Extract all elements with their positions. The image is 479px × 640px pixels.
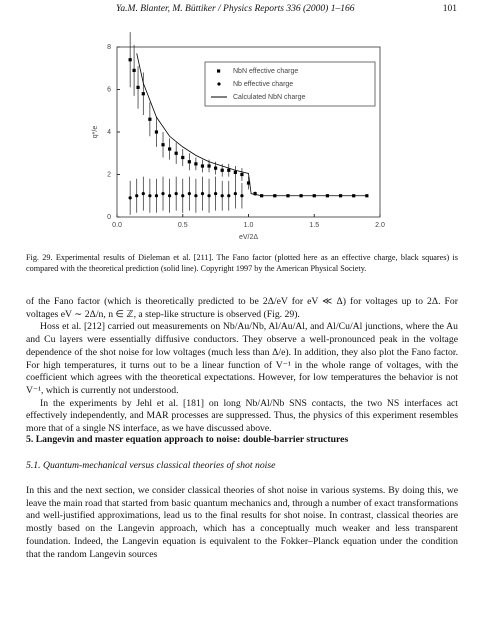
data-point	[128, 196, 132, 200]
data-point	[200, 164, 205, 168]
body: of the Fano factor (which is theoretical…	[26, 296, 458, 436]
data-point	[135, 194, 139, 198]
x-tick-label: 2.0	[375, 222, 385, 229]
data-point	[253, 192, 257, 196]
data-point	[233, 192, 237, 196]
data-point	[154, 130, 159, 134]
data-point	[207, 194, 211, 198]
paragraph: Hoss et al. [212] carried out measuremen…	[26, 321, 458, 396]
data-point	[141, 192, 145, 196]
data-point	[187, 192, 191, 196]
data-point	[161, 143, 165, 147]
data-point	[148, 194, 152, 198]
data-point	[207, 164, 211, 168]
data-point	[128, 58, 132, 62]
legend-swatch	[217, 82, 221, 86]
line	[136, 53, 367, 197]
legend-label: NbN effective charge	[233, 68, 298, 75]
data-point	[194, 194, 198, 198]
data-point	[194, 162, 198, 166]
y-tick-label: 2	[107, 171, 111, 178]
y-tick-label: 4	[107, 129, 111, 136]
data-point	[168, 147, 172, 151]
y-tick-label: 0	[107, 214, 111, 221]
x-tick-label: 1.5	[309, 222, 319, 229]
data-point	[220, 194, 224, 198]
data-point	[227, 194, 231, 198]
data-point	[141, 92, 145, 96]
legend-label: Calculated NbN charge	[233, 94, 305, 101]
paragraph: In the experiments by Jehl et al. [181] …	[26, 397, 458, 435]
data-point	[187, 160, 191, 164]
data-point	[174, 151, 178, 155]
page-number: 101	[442, 4, 457, 14]
data-point	[168, 194, 172, 198]
data-point	[161, 192, 165, 196]
section-heading: 5. Langevin and master equation approach…	[26, 434, 349, 445]
legend-box	[204, 61, 376, 107]
x-tick-label: 1.0	[244, 222, 254, 229]
x-axis-label: eV/2Δ	[239, 234, 258, 241]
data-point	[148, 117, 152, 121]
x-tick-label: 0.0	[112, 222, 122, 229]
paragraph: In this and the next section, we conside…	[26, 485, 458, 560]
data-point	[181, 155, 185, 160]
data-point	[240, 194, 244, 198]
legend-label: Nb effective charge	[233, 81, 293, 88]
paragraph: of the Fano factor (which is theoretical…	[26, 296, 458, 320]
legend-swatch	[217, 69, 221, 73]
data-point	[220, 168, 224, 172]
data-point	[240, 172, 244, 177]
data-point	[174, 192, 178, 196]
body: In this and the next section, we conside…	[26, 485, 458, 561]
data-point	[136, 85, 140, 89]
data-point	[214, 166, 218, 170]
data-point	[233, 170, 237, 174]
caption: Fig. 29. Experimental results of Dielema…	[26, 253, 458, 273]
data-point	[200, 192, 205, 196]
running-head: Ya.M. Blanter, M. Büttiker / Physics Rep…	[116, 4, 355, 14]
x-tick-label: 0.5	[178, 222, 188, 229]
subsection-heading: 5.1. Quantum-mechanical versus classical…	[26, 460, 276, 471]
data-point	[181, 194, 185, 198]
data-point	[214, 192, 218, 196]
y-tick-label: 8	[107, 44, 111, 51]
chart: 0.0 0.5 1.0 1.5 2.0 0 2 4 6 8 eV/2Δ q*/e NbN effecti…	[92, 32, 385, 241]
y-axis-label: q*/e	[92, 126, 99, 139]
y-tick-label: 6	[107, 86, 111, 93]
data-point	[246, 181, 251, 185]
data-point	[154, 194, 159, 198]
data-point	[132, 68, 136, 72]
data-point	[227, 168, 231, 172]
